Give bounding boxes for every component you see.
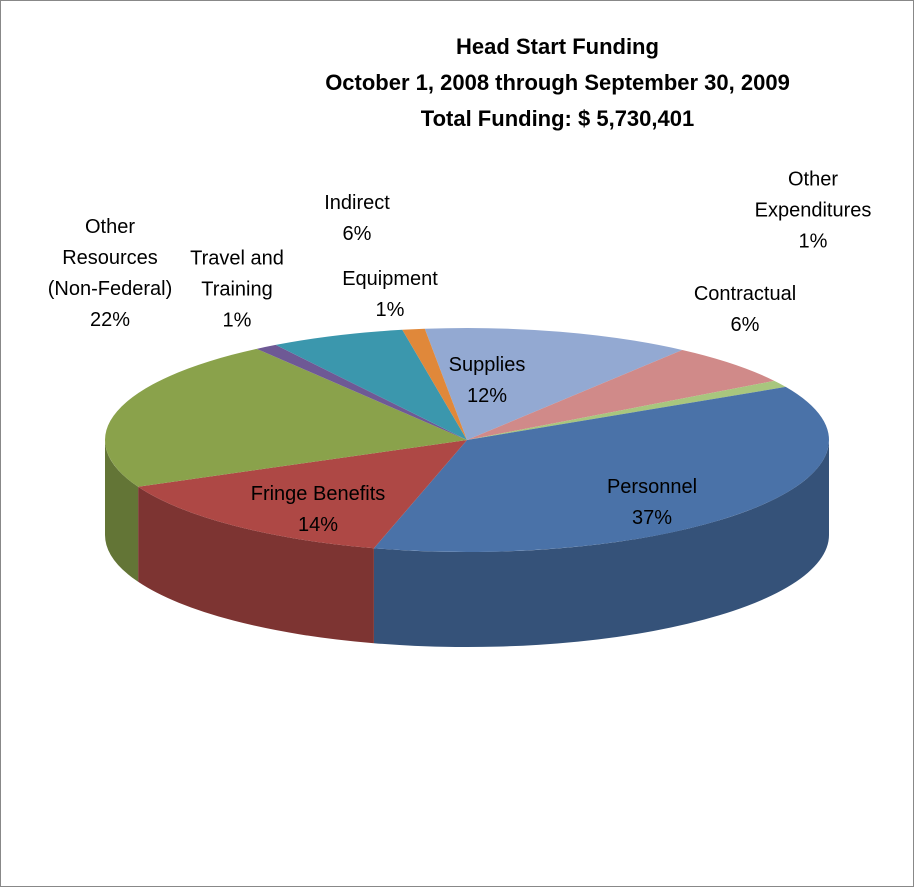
slice — [138, 440, 467, 549]
slice-label: Travel and Training 1% — [177, 244, 297, 337]
slice-label: Equipment 1% — [320, 264, 460, 326]
slice — [402, 328, 467, 440]
value-label: 12% — [466, 385, 508, 407]
category-label: Other Expenditures — [754, 168, 872, 222]
slice — [104, 348, 468, 487]
category-label: Travel and Training — [190, 247, 284, 301]
category-label: Fringe Benefits — [250, 483, 386, 505]
category-label: Supplies — [448, 354, 526, 376]
chart-subtitle: October 1, 2008 through September 30, 20… — [325, 70, 790, 95]
slice — [275, 329, 467, 440]
value-label: 1% — [798, 230, 828, 253]
value-label: 6% — [730, 314, 760, 336]
slice-label: Contractual 6% — [675, 279, 815, 341]
slice-label: Other Resources (Non-Federal) 22% — [35, 212, 185, 336]
slice — [424, 328, 683, 440]
value-label: 1% — [222, 309, 252, 332]
slice — [256, 344, 467, 440]
slice-side — [105, 440, 139, 582]
slice — [373, 386, 830, 552]
category-label: Indirect — [324, 192, 390, 214]
slice — [467, 380, 786, 440]
value-label: 37% — [631, 507, 673, 529]
value-label: 1% — [375, 299, 405, 321]
category-label: Personnel — [606, 476, 698, 498]
slice-label: Indirect 6% — [297, 188, 417, 250]
slice-label: Fringe Benefits 14% — [218, 479, 418, 541]
slice — [467, 349, 775, 440]
value-label: 22% — [89, 309, 131, 331]
slice-side — [138, 486, 374, 644]
category-label: Other Resources (Non-Federal) — [47, 216, 173, 300]
slice-label: Personnel 37% — [582, 472, 722, 534]
category-label: Equipment — [342, 268, 438, 290]
chart-title: Head Start Funding — [456, 34, 659, 59]
slice-side — [373, 440, 829, 647]
chart-annotation: Total Funding: $ 5,730,401 — [420, 106, 695, 131]
value-label: 6% — [342, 223, 372, 245]
slice-label: Other Expenditures 1% — [743, 165, 883, 258]
slice-label: Supplies 12% — [432, 350, 542, 412]
value-label: 14% — [297, 514, 339, 536]
category-label: Contractual — [693, 283, 797, 305]
